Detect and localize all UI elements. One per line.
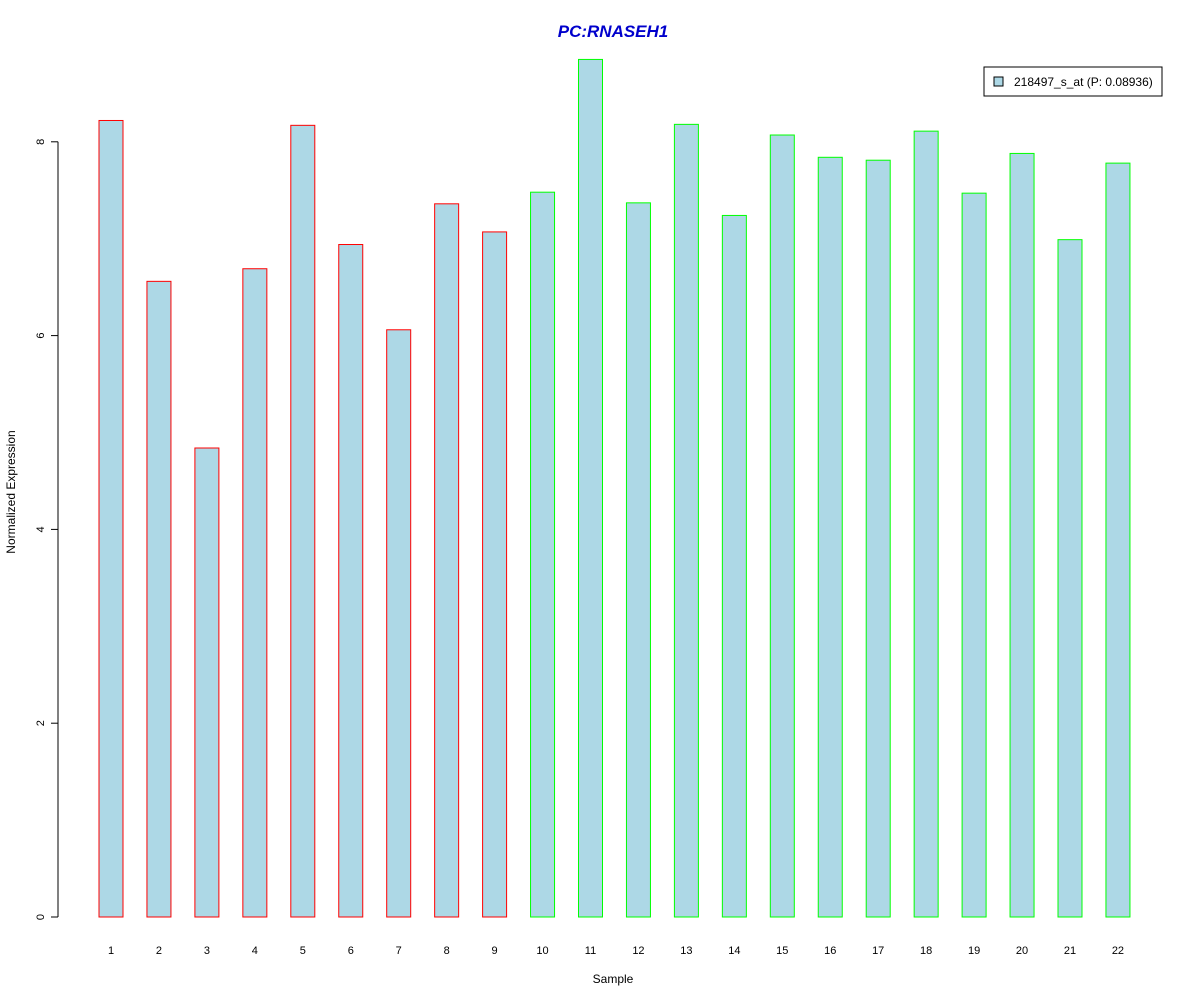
x-tick-label: 12 (632, 945, 644, 957)
x-tick-label: 17 (872, 945, 884, 957)
x-tick-label: 2 (156, 945, 162, 957)
legend-swatch (993, 76, 1004, 87)
x-tick-label: 1 (108, 945, 114, 957)
y-axis: 0 2 4 6 8 (35, 139, 59, 920)
bar-sample-5 (290, 124, 316, 918)
x-tick-label: 4 (252, 945, 258, 957)
bar-sample-8 (434, 203, 460, 918)
bar-sample-3 (194, 447, 220, 918)
y-tick-label: 6 (35, 333, 47, 339)
x-tick-label: 3 (204, 945, 210, 957)
y-tick-label: 4 (35, 526, 47, 532)
bar-sample-18 (913, 130, 939, 918)
x-tick-label: 18 (920, 945, 932, 957)
legend-entry: 218497_s_at (P: 0.08936) (1014, 75, 1153, 89)
x-tick-label: 7 (396, 945, 402, 957)
x-tick-label: 6 (348, 945, 354, 957)
x-tick-label: 5 (300, 945, 306, 957)
bar-sample-21 (1057, 239, 1083, 918)
y-axis-label: Normalized Expression (4, 430, 18, 553)
bar-sample-12 (625, 202, 651, 918)
bar-sample-15 (769, 134, 795, 918)
x-tick-label: 19 (968, 945, 980, 957)
x-tick-label: 20 (1016, 945, 1028, 957)
x-tick-label: 11 (585, 945, 596, 957)
bar-sample-22 (1105, 162, 1131, 918)
bar-sample-17 (865, 159, 891, 918)
x-tick-label: 10 (536, 945, 548, 957)
x-tick-label: 8 (444, 945, 450, 957)
bar-sample-11 (578, 58, 603, 918)
y-tick-label: 8 (35, 139, 47, 145)
y-tick-label: 0 (35, 914, 47, 920)
bar-sample-10 (530, 191, 556, 918)
bar-sample-16 (817, 156, 843, 918)
legend-box (983, 66, 1163, 97)
bar-sample-14 (721, 214, 747, 918)
y-tick-label: 2 (35, 720, 47, 726)
bar-sample-9 (482, 231, 508, 918)
x-tick-label: 15 (776, 945, 788, 957)
x-tick-label: 21 (1064, 945, 1076, 957)
legend: 218497_s_at (P: 0.08936) (983, 66, 1163, 97)
chart-title: PC:RNASEH1 (558, 22, 669, 41)
x-tick-label: 16 (824, 945, 836, 957)
bar-sample-20 (1009, 152, 1035, 918)
x-tick-label: 13 (680, 945, 692, 957)
x-tick-label: 22 (1112, 945, 1124, 957)
bar-sample-7 (386, 329, 412, 918)
bar-sample-1 (98, 119, 124, 918)
x-tick-labels: 1 2 3 4 5 6 7 8 9 10 11 12 13 14 15 16 17 18 19 20 21 22 (108, 945, 1124, 957)
x-axis-label: Sample (593, 972, 634, 986)
x-tick-label: 9 (492, 945, 498, 957)
bar-sample-13 (673, 123, 699, 918)
bar-sample-19 (961, 192, 987, 918)
bar-sample-6 (338, 244, 364, 918)
x-tick-label: 14 (728, 945, 740, 957)
bars (98, 58, 1131, 918)
bar-sample-2 (146, 280, 172, 918)
bar-sample-4 (242, 268, 268, 918)
